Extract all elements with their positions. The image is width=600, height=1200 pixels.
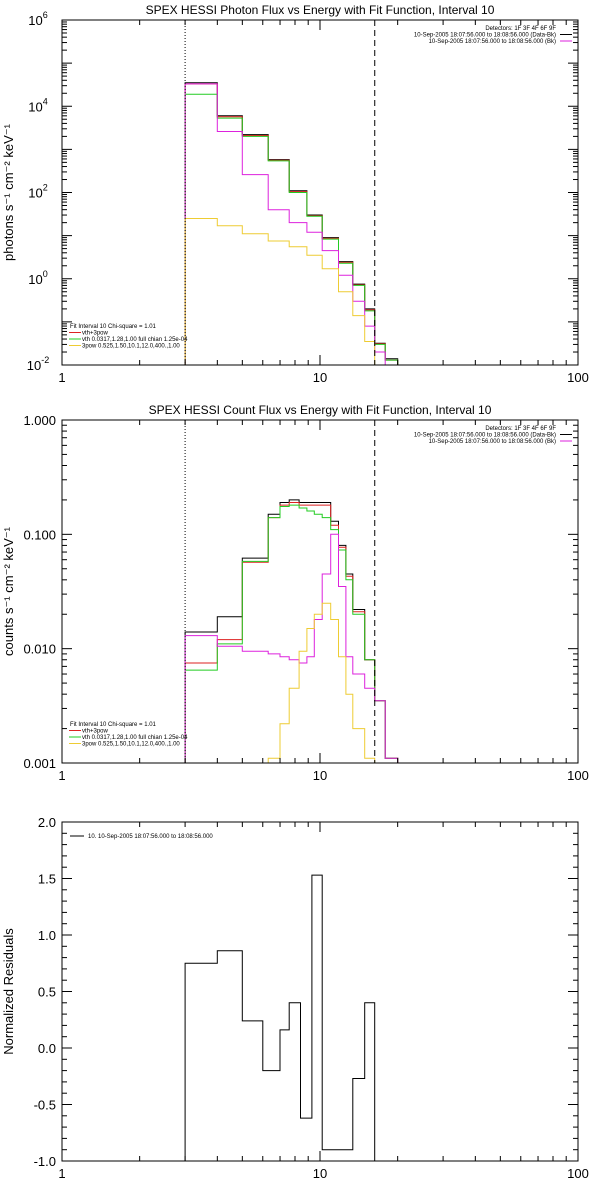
series-line-yellow	[184, 602, 399, 763]
y-tick-base: 10	[28, 186, 42, 201]
y-axis-label: Normalized Residuals	[1, 928, 16, 1055]
count-flux-panel: SPEX HESSI Count Flux vs Energy with Fit…	[1, 403, 589, 783]
y-tick-label: 102	[28, 183, 47, 201]
y-tick-base: 10	[28, 99, 42, 114]
x-tick-label: 100	[567, 768, 589, 783]
y-tick-label: 0.100	[23, 527, 56, 542]
series-group	[184, 82, 399, 365]
plot-frame	[61, 19, 579, 366]
series-line-black	[184, 499, 399, 763]
y-tick-base: 10	[28, 272, 42, 287]
legend-entry: 3pow 0.525,1.50,10.1,12.0,400.,1.00	[82, 344, 180, 350]
legend-entry: vth 0.0317,1.28,1.00 full chian 1.25e-04	[82, 337, 188, 343]
y-tick-exponent: 0	[43, 269, 48, 279]
residuals-panel: Normalized Residuals 1 10 100 -1.0 -0.5 0.0 0.5…	[1, 815, 589, 1181]
x-tick-label: 1	[58, 768, 65, 783]
y-tick-label: 1.000	[23, 413, 56, 428]
y-tick-label: 0.5	[38, 985, 56, 1000]
series-line-green	[184, 93, 399, 365]
series-line-red	[184, 502, 399, 763]
y-tick-label: 10-2	[27, 355, 49, 373]
series-group	[184, 874, 376, 1161]
y-tick-exponent: 2	[43, 183, 48, 193]
y-tick-exponent: -2	[41, 355, 49, 365]
legend-entry: Fit Interval 10 Chi-square = 1.01	[70, 324, 157, 330]
y-tick-label: -1.0	[34, 1154, 56, 1169]
plot-frame	[61, 821, 579, 1162]
chart-title: SPEX HESSI Photon Flux vs Energy with Fi…	[146, 3, 495, 17]
y-tick-label: 104	[28, 96, 47, 114]
legend-entry: vth+3pow	[82, 729, 109, 735]
photon-flux-panel: SPEX HESSI Photon Flux vs Energy with Fi…	[1, 3, 589, 385]
x-tick-label: 10	[313, 768, 327, 783]
y-tick-label: 0.001	[23, 756, 56, 771]
series-line-green	[184, 504, 399, 763]
legend-entry: 10. 10-Sep-2005 18:07:56.000 to 18:08:56…	[88, 834, 213, 840]
legend-entry: vth 0.0317,1.28,1.00 full chian 1.25e-04	[82, 735, 188, 741]
y-tick-base: 10	[27, 358, 41, 373]
y-tick-exponent: 4	[43, 96, 48, 106]
x-tick-label: 10	[313, 1166, 327, 1181]
header-line: 10-Sep-2005 18:07:56.000 to 18:08:56.000…	[429, 39, 556, 45]
y-tick-label: 106	[28, 10, 47, 28]
series-line-yellow	[184, 218, 399, 365]
y-tick-label: 0.010	[23, 642, 56, 657]
header-line: Detectors: 1F 3F 4F 6F 9F	[485, 26, 556, 32]
header-line: Detectors: 1F 3F 4F 6F 9F	[485, 426, 556, 432]
legend-entry: Fit Interval 10 Chi-square = 1.01	[70, 722, 157, 728]
y-tick-label: 100	[28, 269, 47, 287]
y-tick-label: -0.5	[34, 1098, 56, 1113]
plot-frame	[61, 419, 579, 764]
y-tick-label: 1.0	[38, 928, 56, 943]
x-tick-label: 100	[567, 1166, 589, 1181]
y-tick-label: 2.0	[38, 815, 56, 830]
y-axis-label: photons s⁻¹ cm⁻² keV⁻¹	[1, 123, 16, 261]
legend-entry: 3pow 0.525,1.50,10.1,12.0,400.,1.00	[82, 742, 180, 748]
x-tick-label: 10	[313, 370, 327, 385]
x-tick-label: 1	[58, 370, 65, 385]
x-tick-label: 100	[567, 370, 589, 385]
series-group	[184, 499, 399, 763]
legend-entry: vth+3pow	[82, 331, 109, 337]
header-line: 10-Sep-2005 18:07:56.000 to 18:08:56.000…	[414, 433, 556, 439]
header-line: 10-Sep-2005 18:07:56.000 to 18:08:56.000…	[414, 33, 556, 39]
series-line-magenta	[184, 83, 399, 365]
x-tick-label: 1	[58, 1166, 65, 1181]
series-line-magenta	[184, 533, 399, 763]
y-tick-base: 10	[28, 13, 42, 28]
y-tick-label: 1.5	[38, 872, 56, 887]
series-line-black	[184, 874, 376, 1161]
chart-title: SPEX HESSI Count Flux vs Energy with Fit…	[149, 403, 492, 417]
header-line: 10-Sep-2005 18:07:56.000 to 18:08:56.000…	[429, 439, 556, 445]
y-tick-label: 0.0	[38, 1041, 56, 1056]
y-axis-label: counts s⁻¹ cm⁻² keV⁻¹	[1, 526, 16, 656]
y-tick-exponent: 6	[43, 10, 48, 20]
